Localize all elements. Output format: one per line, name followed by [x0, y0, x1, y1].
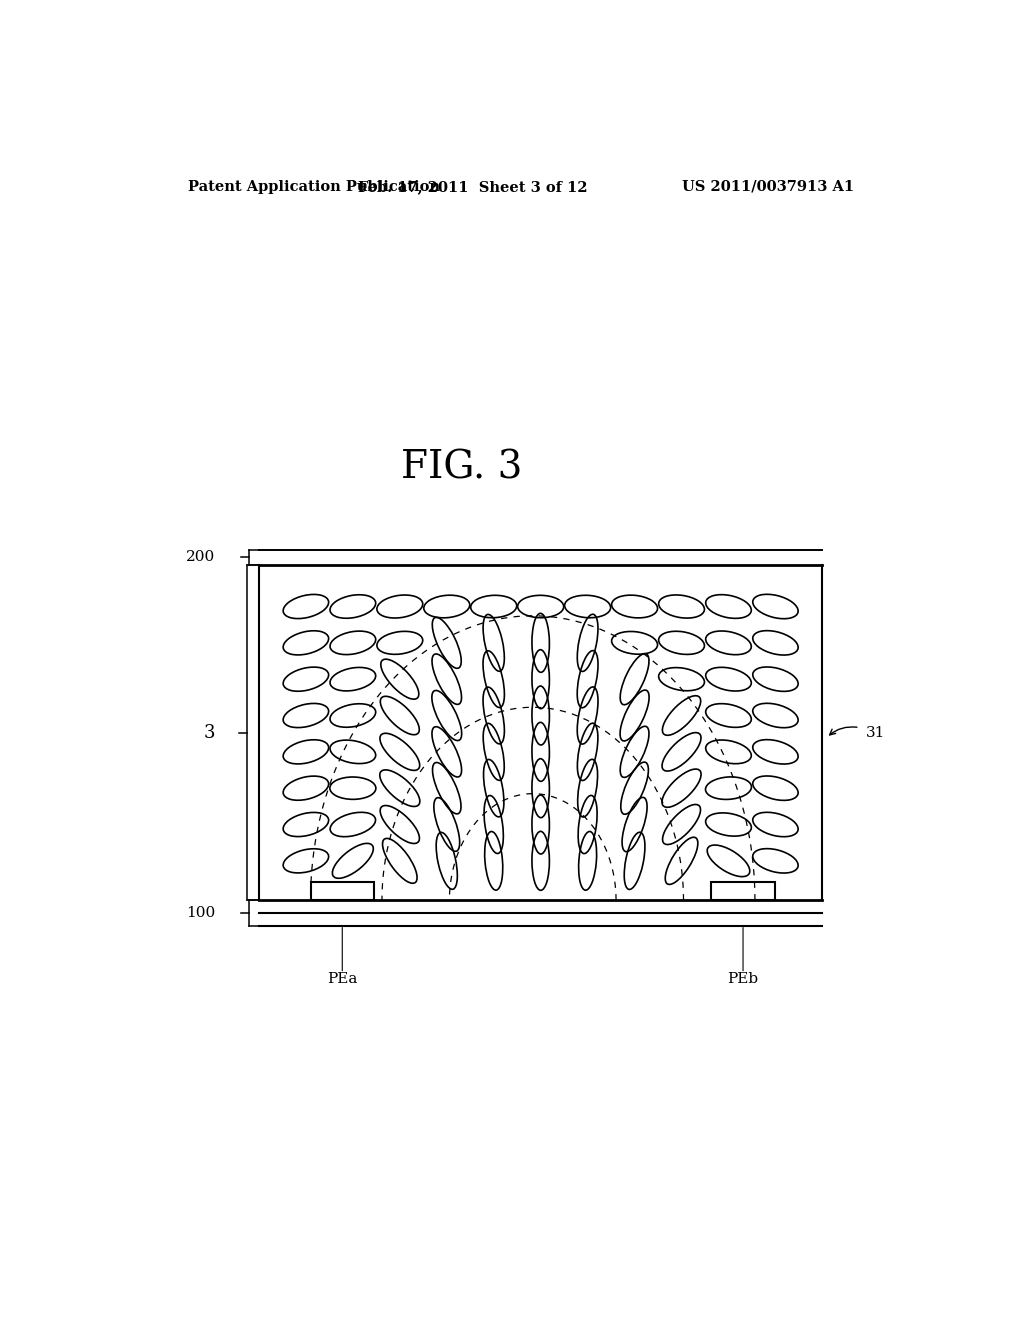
Text: US 2011/0037913 A1: US 2011/0037913 A1	[682, 180, 854, 194]
Text: FIG. 3: FIG. 3	[400, 450, 522, 487]
Text: Patent Application Publication: Patent Application Publication	[187, 180, 439, 194]
Bar	[712, 882, 775, 900]
Text: 200: 200	[186, 550, 215, 565]
Text: 100: 100	[186, 906, 215, 920]
Text: PEa: PEa	[327, 972, 357, 986]
Text: 3: 3	[204, 723, 215, 742]
Text: 31: 31	[866, 726, 886, 739]
Text: PEb: PEb	[727, 972, 759, 986]
Bar	[310, 882, 374, 900]
Text: Feb. 17, 2011  Sheet 3 of 12: Feb. 17, 2011 Sheet 3 of 12	[358, 180, 588, 194]
